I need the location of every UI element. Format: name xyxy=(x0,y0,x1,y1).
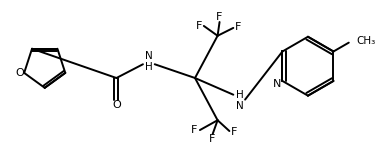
Text: F: F xyxy=(191,125,197,135)
Text: F: F xyxy=(196,21,202,31)
Text: O: O xyxy=(112,100,121,110)
Text: CH₃: CH₃ xyxy=(356,36,376,46)
Text: F: F xyxy=(235,22,241,32)
Text: O: O xyxy=(16,68,25,78)
Text: N: N xyxy=(273,79,282,89)
Text: F: F xyxy=(216,12,223,22)
Text: H
N: H N xyxy=(236,90,244,111)
Text: N
H: N H xyxy=(145,51,153,72)
Text: F: F xyxy=(209,134,215,144)
Text: F: F xyxy=(231,127,238,137)
